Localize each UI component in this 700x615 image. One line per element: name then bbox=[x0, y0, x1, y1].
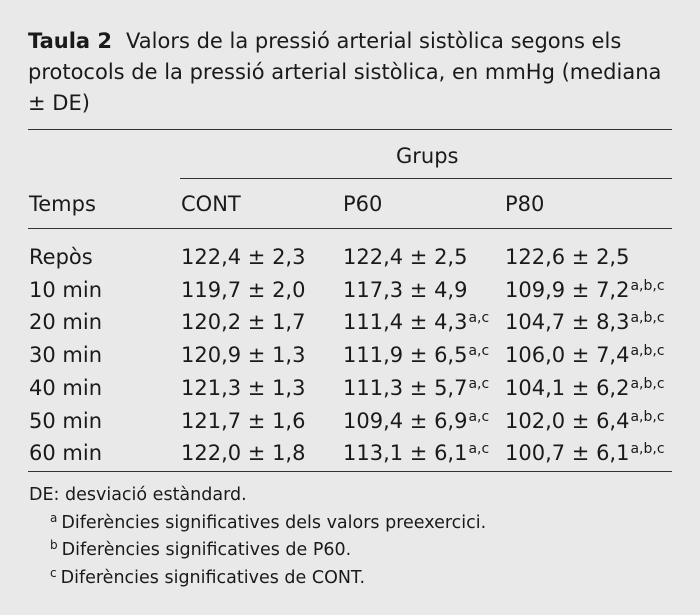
col-header-cont: CONT bbox=[181, 192, 241, 216]
group-rule bbox=[180, 178, 672, 179]
cell-value: Repòs bbox=[29, 245, 93, 269]
cell-p80: 104,7 ± 8,3a,b,c bbox=[505, 309, 665, 338]
cell-value: 50 min bbox=[29, 408, 102, 433]
cell-cont: 121,7 ± 1,6 bbox=[181, 408, 305, 434]
footnote-text: Diferències significatives de CONT. bbox=[60, 567, 366, 588]
cell-value: 104,1 ± 6,2 bbox=[505, 375, 630, 400]
cell-cont: 120,9 ± 1,3 bbox=[181, 342, 305, 368]
footnote-mark: c bbox=[50, 565, 57, 580]
cell-cont: 122,0 ± 1,8 bbox=[181, 440, 305, 466]
footnote-text: Diferències significatives de P60. bbox=[61, 540, 352, 561]
cell-cont: 122,4 ± 2,3 bbox=[181, 244, 305, 270]
cell-value: 113,1 ± 6,1 bbox=[343, 441, 468, 466]
cell-value: 111,3 ± 5,7 bbox=[343, 375, 468, 400]
cell-time: 30 min bbox=[29, 342, 102, 368]
caption-label: Taula 2 bbox=[28, 29, 113, 53]
significance-mark: a,c bbox=[468, 375, 490, 392]
significance-mark: a,c bbox=[468, 343, 490, 360]
footnote-item: a Diferències significatives dels valors … bbox=[50, 511, 486, 536]
significance-mark: a,b,c bbox=[630, 408, 665, 425]
footnote-mark: a bbox=[50, 511, 58, 525]
cell-value: 121,3 ± 1,3 bbox=[181, 375, 306, 400]
top-rule bbox=[28, 129, 672, 130]
significance-mark: a,c bbox=[468, 408, 490, 425]
cell-value: 104,7 ± 8,3 bbox=[505, 310, 630, 335]
cell-value: 20 min bbox=[29, 310, 102, 335]
cell-value: 30 min bbox=[29, 343, 102, 368]
cell-p80: 106,0 ± 7,4a,b,c bbox=[505, 342, 665, 371]
cell-value: 122,4 ± 2,3 bbox=[181, 245, 306, 269]
cell-time: 60 min bbox=[29, 440, 102, 466]
cell-time: 10 min bbox=[29, 277, 102, 303]
significance-mark: a,b,c bbox=[630, 343, 665, 360]
caption-text: Valors de la pressió arterial sistòlica … bbox=[28, 29, 662, 115]
cell-value: 40 min bbox=[29, 375, 102, 400]
cell-time: Repòs bbox=[29, 244, 93, 270]
cell-value: 122,0 ± 1,8 bbox=[181, 441, 306, 466]
cell-value: 122,6 ± 2,5 bbox=[505, 245, 630, 269]
cell-p60: 111,3 ± 5,7a,c bbox=[343, 375, 489, 404]
footnote-item: b Diferències significatives de P60. bbox=[50, 538, 351, 563]
significance-mark: a,b,c bbox=[630, 310, 665, 327]
cell-value: 100,7 ± 6,1 bbox=[505, 441, 630, 466]
cell-p60: 117,3 ± 4,9 bbox=[343, 277, 468, 306]
cell-p60: 111,4 ± 4,3a,c bbox=[343, 309, 489, 338]
cell-value: 111,4 ± 4,3 bbox=[343, 310, 468, 335]
bottom-rule bbox=[28, 471, 672, 472]
cell-value: 120,9 ± 1,3 bbox=[181, 343, 306, 368]
footnote-text: Diferències significatives dels valors p… bbox=[61, 513, 487, 533]
cell-value: 102,0 ± 6,4 bbox=[505, 408, 630, 433]
cell-p80: 104,1 ± 6,2a,b,c bbox=[505, 375, 665, 404]
significance-mark: a,b,c bbox=[630, 277, 665, 294]
significance-mark: a,c bbox=[468, 441, 490, 458]
cell-p60: 122,4 ± 2,5 bbox=[343, 244, 468, 273]
significance-mark: a,c bbox=[468, 310, 490, 327]
cell-value: 111,9 ± 6,5 bbox=[343, 343, 468, 368]
footnote-item: c Diferències significatives de CONT. bbox=[50, 566, 365, 591]
group-header: Grups bbox=[396, 144, 459, 168]
cell-value: 109,9 ± 7,2 bbox=[505, 277, 630, 302]
cell-p60: 111,9 ± 6,5a,c bbox=[343, 342, 489, 371]
cell-time: 20 min bbox=[29, 309, 102, 335]
cell-cont: 120,2 ± 1,7 bbox=[181, 309, 305, 335]
col-header-p80: P80 bbox=[505, 192, 545, 216]
cell-value: 60 min bbox=[29, 441, 102, 466]
cell-p60: 113,1 ± 6,1a,c bbox=[343, 440, 489, 469]
cell-p80: 102,0 ± 6,4a,b,c bbox=[505, 408, 665, 437]
cell-value: 109,4 ± 6,9 bbox=[343, 408, 468, 433]
significance-mark: a,b,c bbox=[630, 375, 665, 392]
cell-value: 120,2 ± 1,7 bbox=[181, 310, 306, 335]
row-header: Temps bbox=[29, 192, 96, 216]
footnote-de: DE: desviació estàndard. bbox=[29, 485, 247, 505]
cell-value: 106,0 ± 7,4 bbox=[505, 343, 630, 368]
cell-value: 119,7 ± 2,0 bbox=[181, 277, 306, 302]
cell-value: 121,7 ± 1,6 bbox=[181, 408, 306, 433]
cell-p60: 109,4 ± 6,9a,c bbox=[343, 408, 489, 437]
cell-p80: 122,6 ± 2,5 bbox=[505, 244, 630, 273]
cell-value: 117,3 ± 4,9 bbox=[343, 277, 468, 302]
cell-value: 122,4 ± 2,5 bbox=[343, 245, 468, 269]
cell-p80: 109,9 ± 7,2a,b,c bbox=[505, 277, 665, 306]
table-caption: Taula 2 Valors de la pressió arterial sis… bbox=[28, 26, 678, 119]
cell-cont: 121,3 ± 1,3 bbox=[181, 375, 305, 401]
cell-value: 10 min bbox=[29, 277, 102, 302]
cell-p80: 100,7 ± 6,1a,b,c bbox=[505, 440, 665, 469]
significance-mark: a,b,c bbox=[630, 441, 665, 458]
header-rule bbox=[28, 228, 672, 229]
footnote-mark: b bbox=[50, 538, 58, 553]
cell-time: 50 min bbox=[29, 408, 102, 434]
col-header-p60: P60 bbox=[343, 192, 383, 216]
cell-time: 40 min bbox=[29, 375, 102, 401]
cell-cont: 119,7 ± 2,0 bbox=[181, 277, 305, 303]
